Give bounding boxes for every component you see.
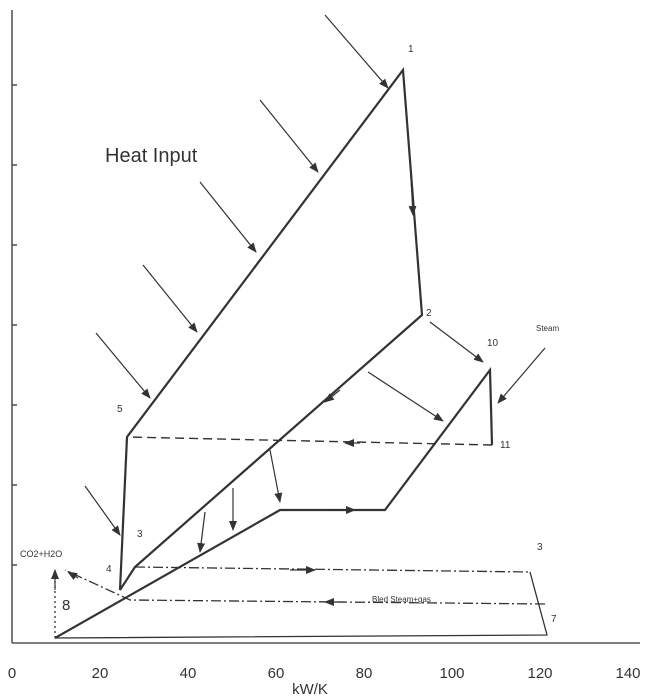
point-label: 5 xyxy=(117,404,123,415)
x-tick-label: 100 xyxy=(439,665,464,682)
x-tick-label: 40 xyxy=(180,665,197,682)
point-label: 7 xyxy=(551,614,557,625)
tick-labels: 0 20 40 60 80 100 120 140 xyxy=(8,665,641,682)
x-tick-label: 60 xyxy=(268,665,285,682)
x-tick-label: 80 xyxy=(356,665,373,682)
x-tick-label: 140 xyxy=(615,665,640,682)
steam-label: Steam xyxy=(536,324,559,333)
x-tick-label: 0 xyxy=(8,665,16,682)
axis-label: kW/K xyxy=(292,681,328,698)
point-label: 4 xyxy=(106,564,112,575)
axes xyxy=(11,10,640,644)
co2-label: CO2+H2O xyxy=(20,549,62,559)
x-tick-label: 20 xyxy=(92,665,109,682)
x-tick-label: 120 xyxy=(527,665,552,682)
point-label: 11 xyxy=(500,440,511,451)
labels: 1 Heat Input 2 10 Steam 5 11 3 CO2+H2O 4… xyxy=(20,44,559,698)
heat-label: Heat Input xyxy=(105,145,198,167)
point-label: 3 xyxy=(537,542,543,553)
bled-label: Bled Steam+gas xyxy=(372,595,431,604)
point-label: 8 xyxy=(62,597,70,614)
point-label: 1 xyxy=(408,44,414,55)
point-label: 10 xyxy=(487,338,499,349)
point-label: 3 xyxy=(137,529,143,540)
arrows xyxy=(51,14,546,606)
point-label: 2 xyxy=(426,308,432,319)
